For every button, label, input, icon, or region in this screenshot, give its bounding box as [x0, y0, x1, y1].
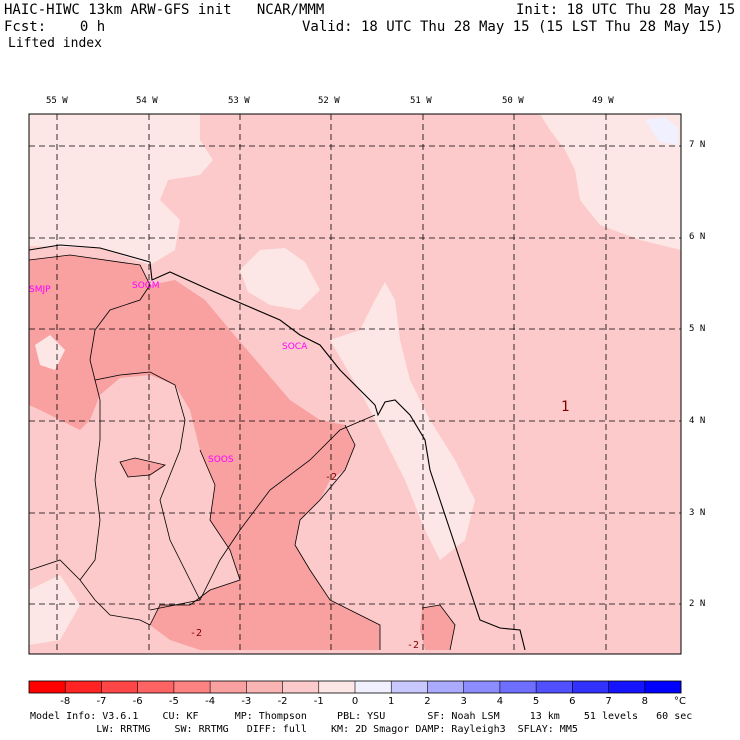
border-line	[149, 414, 376, 611]
valid-time: Valid: 18 UTC Thu 28 May 15 (15 LST Thu …	[302, 19, 724, 35]
model-info-line1: Model Info: V3.6.1 CU: KF MP: Thompson P…	[30, 711, 693, 722]
colorbar-cell	[499, 681, 537, 693]
colorbar-cell	[391, 681, 428, 693]
field-region-near-zero	[540, 114, 681, 250]
colorbar-tick-label: -3	[241, 696, 251, 707]
colorbar-cell	[608, 681, 646, 693]
lon-label: 54 W	[136, 96, 158, 106]
colorbar-tick-label: -8	[60, 696, 70, 707]
colorbar-cell	[137, 681, 175, 693]
colorbar-cell	[29, 681, 66, 693]
lat-label: 6 N	[689, 232, 706, 242]
colorbar-tick-label: -2	[278, 696, 288, 707]
field-region-minus-two	[35, 335, 65, 370]
lat-label: 7 N	[689, 140, 706, 150]
contour-line	[28, 254, 151, 286]
colorbar-tick-label: 2	[424, 696, 430, 707]
colorbar-tick-label: 4	[497, 696, 503, 707]
lat-label: 5 N	[689, 324, 706, 334]
station-label: SOCA	[282, 342, 308, 352]
plot-title: HAIC-HIWC 13km ARW-GFS init NCAR/MMM	[4, 2, 325, 18]
field-region-near-zero	[29, 575, 80, 645]
station-label: SMJP	[29, 285, 51, 295]
colorbar-cell	[210, 681, 247, 693]
contour-line	[421, 604, 456, 651]
border-line	[79, 379, 101, 581]
station-label: SOGM	[132, 281, 160, 291]
colorbar-cell	[572, 681, 610, 693]
contour-line	[119, 457, 166, 478]
field-region-near-zero	[29, 114, 213, 265]
colorbar-tick-label: 8	[642, 696, 648, 707]
colorbar-cell	[173, 681, 211, 693]
model-info-line2: LW: RRTMG SW: RRTMG DIFF: full KM: 2D Sm…	[30, 724, 578, 735]
colorbar-tick-label: 5	[533, 696, 539, 707]
lon-label: 52 W	[318, 96, 340, 106]
colorbar-unit: °C	[674, 696, 686, 707]
lon-label: 50 W	[502, 96, 524, 106]
colorbar-tick-label: 6	[569, 696, 575, 707]
colorbar-tick-label: -1	[314, 696, 324, 707]
colorbar-cell	[536, 681, 573, 693]
init-time: Init: 18 UTC Thu 28 May 15	[516, 2, 736, 18]
forecast-hour: Fcst: 0 h	[4, 19, 106, 35]
colorbar-cell	[355, 681, 392, 693]
field-region-near-zero	[240, 248, 320, 310]
colorbar-tick-label: -7	[96, 696, 106, 707]
colorbar-cell	[318, 681, 356, 693]
field-name: Lifted index	[8, 36, 102, 51]
colorbar-tick-label: -5	[169, 696, 179, 707]
contour-line	[89, 284, 201, 601]
contour-label: -2	[407, 640, 419, 651]
field-region-minus-two	[29, 255, 380, 650]
lat-label: 4 N	[689, 416, 706, 426]
contour-label: -2	[325, 472, 337, 483]
lon-label: 51 W	[410, 96, 432, 106]
contour-line	[294, 424, 381, 650]
lon-label: 55 W	[46, 96, 68, 106]
contour-line	[199, 449, 241, 591]
field-region-minus-two	[420, 605, 455, 650]
colorbar-cell	[644, 681, 682, 693]
lat-label: 3 N	[689, 508, 706, 518]
lon-label: 53 W	[228, 96, 250, 106]
station-label: SOOS	[208, 455, 234, 465]
colorbar-tick-label: 7	[605, 696, 611, 707]
lon-label: 49 W	[592, 96, 614, 106]
colorbar-cell	[65, 681, 102, 693]
coastline	[28, 244, 526, 651]
contour-label: 1	[561, 399, 569, 415]
colorbar-tick-label: -4	[205, 696, 215, 707]
colorbar-tick-label: 0	[352, 696, 358, 707]
colorbar-cell	[282, 681, 320, 693]
colorbar-tick-label: 1	[388, 696, 394, 707]
colorbar-cell	[246, 681, 284, 693]
colorbar-tick-label: -6	[133, 696, 143, 707]
colorbar-cell	[427, 681, 465, 693]
map-frame	[28, 113, 682, 655]
colorbar-cell	[101, 681, 139, 693]
border-line	[29, 559, 151, 626]
contour-label: -2	[190, 628, 202, 639]
colorbar	[29, 681, 682, 693]
colorbar-cell	[463, 681, 501, 693]
field-region-positive	[645, 117, 678, 145]
lat-label: 2 N	[689, 599, 706, 609]
colorbar-tick-label: 3	[460, 696, 466, 707]
